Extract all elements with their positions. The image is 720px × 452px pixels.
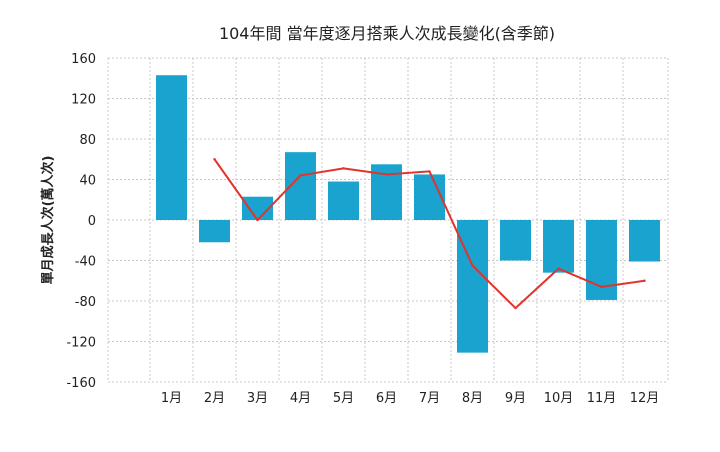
x-tick-label: 2月 <box>204 391 225 406</box>
y-tick-label: -80 <box>75 295 96 310</box>
bar-1 <box>156 75 187 221</box>
line-point-2 <box>213 158 216 161</box>
bar-5 <box>328 181 359 220</box>
y-tick-label: -120 <box>66 336 96 351</box>
bar-10 <box>543 220 574 273</box>
y-tick-label: 40 <box>79 174 96 189</box>
x-tick-label: 7月 <box>419 391 440 406</box>
y-axis-label: 單月成長人次(萬人次) <box>40 156 56 285</box>
x-tick-label: 8月 <box>462 391 483 406</box>
x-tick-label: 1月 <box>161 391 182 406</box>
y-tick-label: -160 <box>66 376 96 391</box>
grid-layer <box>107 57 669 383</box>
bar-9 <box>500 220 531 261</box>
y-tick-label: 0 <box>88 214 96 229</box>
line-point-10 <box>557 267 560 270</box>
line-point-12 <box>643 279 646 282</box>
bar-2 <box>199 220 230 243</box>
x-tick-label: 9月 <box>505 391 526 406</box>
x-tick-label: 11月 <box>587 391 617 406</box>
y-tick-label: 80 <box>79 133 96 148</box>
line-point-6 <box>385 173 388 176</box>
x-tick-label: 3月 <box>247 391 268 406</box>
line-point-7 <box>428 170 431 173</box>
chart-title: 104年間 當年度逐月搭乘人次成長變化(含季節) <box>219 24 555 43</box>
x-tick-label: 4月 <box>290 391 311 406</box>
line-point-5 <box>342 167 345 170</box>
bar-12 <box>629 220 660 262</box>
line-layer <box>213 158 646 310</box>
y-tick-label: 120 <box>71 93 96 108</box>
line-point-11 <box>600 285 603 289</box>
y-tick-label: -40 <box>75 255 96 270</box>
x-tick-label: 12月 <box>630 391 660 406</box>
bars-layer <box>156 75 660 353</box>
bar-7 <box>414 174 445 220</box>
line-point-4 <box>299 174 302 177</box>
x-tick-labels: 1月 2月 3月 4月 5月 6月 7月 8月 9月 10月 11月 12月 <box>161 391 659 406</box>
x-tick-label: 5月 <box>333 391 354 406</box>
line-point-8 <box>471 264 474 267</box>
x-tick-label: 10月 <box>544 391 574 406</box>
x-tick-label: 6月 <box>376 391 397 406</box>
bar-3 <box>242 196 273 220</box>
y-tick-label: 160 <box>71 52 96 67</box>
line-point-9 <box>514 306 517 310</box>
y-tick-labels: 160 120 80 40 0 -40 -80 -120 -160 <box>66 52 96 391</box>
line-point-3 <box>256 218 259 222</box>
